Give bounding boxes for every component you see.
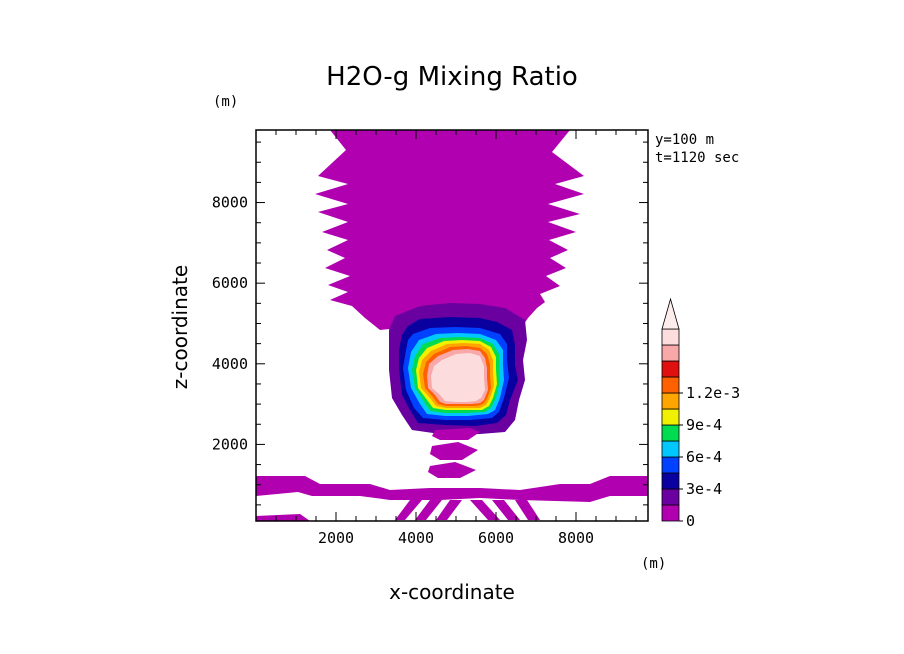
axis-ticks — [256, 130, 648, 521]
x-tick-label: 8000 — [558, 529, 594, 547]
contour-lower-clump-3 — [428, 462, 476, 478]
contour-bottom-streaks-left-2 — [415, 500, 442, 520]
y-tick-label: 2000 — [212, 435, 248, 453]
contour-fills — [256, 130, 648, 521]
colorbar-swatch — [661, 472, 680, 490]
x-unit-label: (m) — [641, 556, 666, 572]
contour-upper-plume — [315, 130, 584, 330]
contour-bottom-streaks-right-3 — [515, 500, 540, 520]
contour-lower-clump-1 — [432, 428, 480, 440]
y-unit-label: (m) — [213, 94, 238, 110]
colorbar-swatch — [661, 344, 680, 362]
x-axis-label: x-coordinate — [389, 580, 515, 604]
contour-lower-clump-2 — [430, 442, 478, 460]
colorbar-label: 9e-4 — [686, 416, 722, 434]
colorbar-swatch — [661, 440, 680, 458]
colorbar-label: 1.2e-3 — [686, 384, 740, 402]
contour-bottom-streaks-right — [470, 500, 500, 520]
axis-tick-labels: 2000 4000 6000 8000 2000 4000 6000 8000 — [212, 194, 594, 547]
plot-frame — [255, 129, 649, 522]
colorbar-swatch — [661, 392, 680, 410]
chart-title: H2O-g Mixing Ratio — [326, 62, 578, 92]
colorbar-label: 3e-4 — [686, 480, 722, 498]
colorbar-swatch — [661, 424, 680, 442]
colorbar-label: 6e-4 — [686, 448, 722, 466]
y-tick-label: 4000 — [212, 355, 248, 373]
y-tick-label: 6000 — [212, 274, 248, 292]
contour-level-max — [431, 353, 485, 402]
colorbar-swatch — [661, 360, 680, 378]
y-tick-label: 8000 — [212, 194, 248, 212]
annotation-t: t=1120 sec — [655, 150, 739, 166]
colorbar-swatch — [661, 408, 680, 426]
colorbar-label: 0 — [686, 512, 695, 530]
contour-bottom-band — [256, 476, 648, 502]
colorbar-labels: 0 3e-4 6e-4 9e-4 1.2e-3 — [686, 384, 740, 530]
x-tick-label: 4000 — [398, 529, 434, 547]
x-tick-label: 6000 — [478, 529, 514, 547]
contour-bottom-edge — [256, 514, 310, 521]
colorbar-swatch — [661, 328, 680, 346]
y-axis-label: z-coordinate — [168, 265, 192, 389]
contour-bottom-streaks-mid — [436, 500, 462, 520]
contour-bottom-streaks-left — [395, 500, 422, 520]
colorbar-swatch — [661, 488, 680, 506]
colorbar-swatch — [661, 376, 680, 394]
colorbar-swatch — [661, 504, 680, 522]
annotation-y: y=100 m — [655, 132, 714, 148]
x-tick-label: 2000 — [318, 529, 354, 547]
colorbar-swatch — [661, 456, 680, 474]
plot-area: 2000 4000 6000 8000 2000 4000 6000 8000 — [212, 129, 649, 547]
contour-bottom-streaks-right-2 — [492, 500, 520, 520]
colorbar-extend-arrow — [661, 297, 680, 330]
colorbar — [661, 297, 683, 522]
